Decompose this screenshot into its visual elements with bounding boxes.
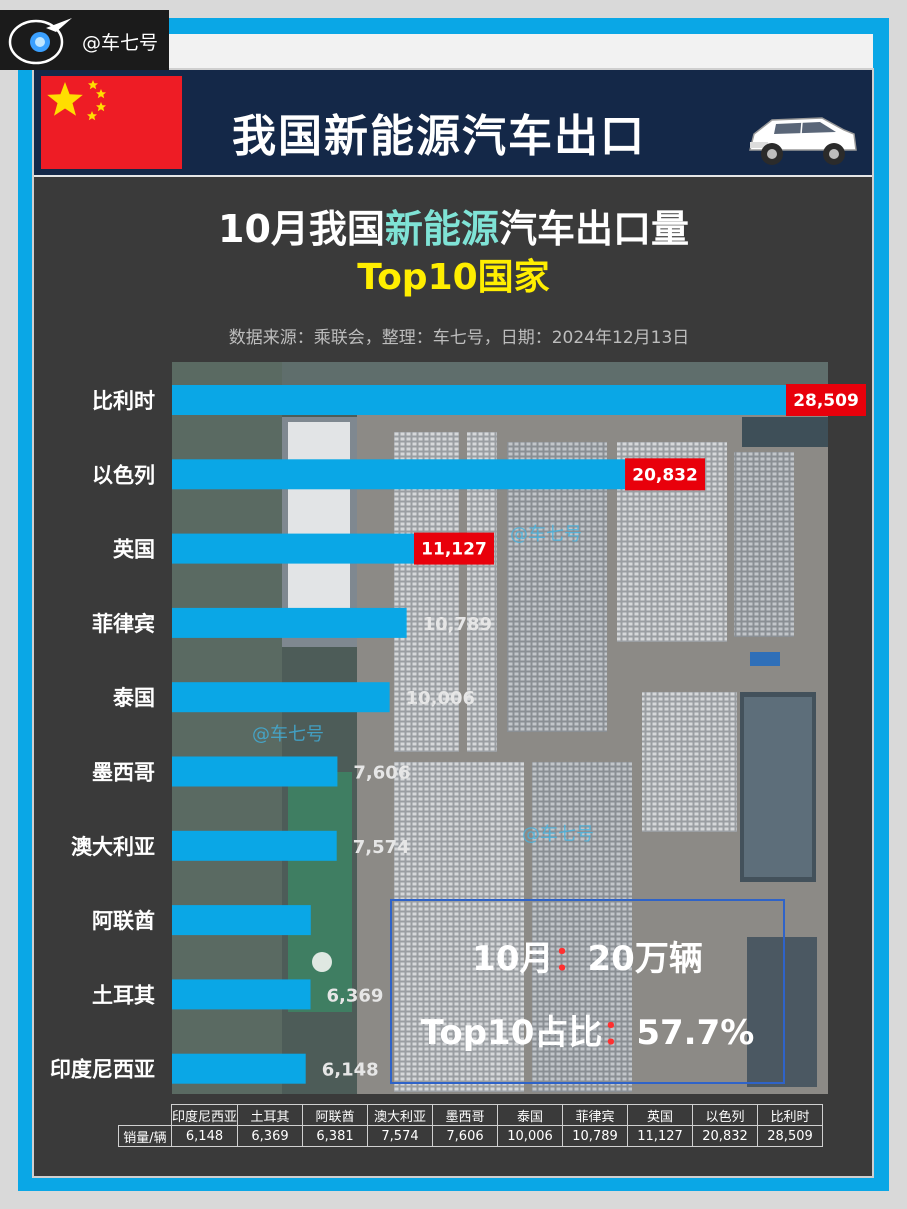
category-label: 阿联酋 bbox=[92, 909, 155, 933]
category-label: 英国 bbox=[113, 538, 155, 562]
bar-0 bbox=[172, 385, 792, 415]
summary-share-value: 57.7% bbox=[636, 1013, 755, 1053]
value-label: 6,369 bbox=[327, 985, 384, 1006]
bar-6 bbox=[172, 830, 337, 861]
summary-month-value: 20万辆 bbox=[587, 939, 703, 979]
category-label: 澳大利亚 bbox=[71, 835, 155, 859]
port-aerial-photo bbox=[172, 362, 828, 1094]
watermark-badge: @车七号 bbox=[0, 10, 169, 70]
table-cell: 7,574 bbox=[367, 1125, 434, 1147]
chart-title-part-3: 汽车出口量 bbox=[498, 207, 689, 251]
value-label-highlight bbox=[413, 532, 494, 565]
bar-1 bbox=[172, 459, 626, 490]
data-table: 印度尼西亚 土耳其 阿联酋 澳大利亚 墨西哥 泰国 菲律宾 英国 以色列 比利时… bbox=[118, 1104, 824, 1147]
category-label: 比利时 bbox=[92, 389, 155, 413]
table-row: 销量/辆 6,148 6,369 6,381 7,574 7,606 10,00… bbox=[118, 1125, 824, 1147]
category-label: 墨西哥 bbox=[92, 761, 155, 785]
table-header-row: 印度尼西亚 土耳其 阿联酋 澳大利亚 墨西哥 泰国 菲律宾 英国 以色列 比利时 bbox=[119, 1104, 824, 1126]
summary-colon-2: ： bbox=[602, 1013, 637, 1053]
watermark-overlay: @车七号 bbox=[510, 524, 582, 545]
bar-3 bbox=[172, 607, 407, 638]
watermark-overlay: @车七号 bbox=[522, 824, 594, 845]
value-label: 6,148 bbox=[322, 1060, 379, 1081]
bar-4 bbox=[172, 682, 390, 713]
table-corner bbox=[119, 1105, 172, 1126]
summary-box: 10月：20万辆 Top10占比：57.7% bbox=[390, 899, 785, 1084]
summary-colon-1: ： bbox=[553, 939, 588, 979]
bar-9 bbox=[172, 1053, 306, 1084]
chart-title-part-1: 10月我国 bbox=[218, 207, 385, 251]
value-label: 11,127 bbox=[421, 540, 487, 560]
table-cell: 28,509 bbox=[757, 1125, 824, 1147]
value-label: 10,006 bbox=[406, 688, 475, 709]
table-cell: 11,127 bbox=[627, 1125, 694, 1147]
table-cell: 20,832 bbox=[692, 1125, 759, 1147]
value-label: 7,606 bbox=[353, 763, 410, 784]
watermark-overlay: @车七号 bbox=[252, 724, 324, 745]
bar-8 bbox=[172, 979, 311, 1010]
bar-7 bbox=[172, 905, 311, 936]
watermark-logo-icon bbox=[6, 16, 74, 70]
table-cell: 10,006 bbox=[497, 1125, 564, 1147]
category-label: 印度尼西亚 bbox=[50, 1058, 155, 1082]
bar-2 bbox=[172, 533, 414, 564]
table-col-header: 以色列 bbox=[692, 1104, 759, 1126]
table-col-header: 墨西哥 bbox=[432, 1104, 499, 1126]
table-col-header: 泰国 bbox=[497, 1104, 564, 1126]
value-label-highlight bbox=[625, 458, 706, 491]
value-label-highlight bbox=[786, 384, 866, 416]
summary-line-month: 10月：20万辆 bbox=[392, 931, 783, 980]
category-label: 以色列 bbox=[92, 463, 155, 487]
data-source-note: 数据来源：乘联会，整理：车七号，日期：2024年12月13日 bbox=[228, 328, 690, 348]
suv-car-icon bbox=[744, 112, 860, 176]
chart-title: 10月我国新能源汽车出口量 bbox=[0, 198, 907, 253]
table-cell: 6,381 bbox=[302, 1125, 369, 1147]
table-cell: 6,369 bbox=[237, 1125, 304, 1147]
chart-subtitle: Top10国家 bbox=[357, 257, 550, 298]
table-col-header: 阿联酋 bbox=[302, 1104, 369, 1126]
header-divider bbox=[34, 175, 872, 177]
value-label: 28,509 bbox=[793, 391, 859, 411]
table-cell: 6,148 bbox=[170, 1125, 239, 1147]
table-col-header: 印度尼西亚 bbox=[170, 1104, 239, 1126]
value-label: 20,832 bbox=[632, 465, 698, 485]
china-flag-icon bbox=[41, 76, 182, 169]
category-label: 菲律宾 bbox=[92, 612, 155, 636]
header-title: 我国新能源汽车出口 bbox=[232, 111, 646, 162]
table-col-header: 澳大利亚 bbox=[367, 1104, 434, 1126]
table-cell: 10,789 bbox=[562, 1125, 629, 1147]
table-col-header: 英国 bbox=[627, 1104, 694, 1126]
table-col-header: 菲律宾 bbox=[562, 1104, 629, 1126]
table-cell: 7,606 bbox=[432, 1125, 499, 1147]
value-label: 7,574 bbox=[353, 837, 410, 858]
table-row-header: 销量/辆 bbox=[118, 1125, 172, 1147]
summary-line-share: Top10占比：57.7% bbox=[392, 1005, 783, 1054]
watermark-handle: @车七号 bbox=[82, 32, 159, 54]
chart-title-highlight: 新能源 bbox=[384, 207, 499, 251]
summary-share-label: Top10占比 bbox=[420, 1013, 603, 1053]
category-label: 土耳其 bbox=[92, 983, 155, 1007]
value-label: 10,789 bbox=[423, 614, 492, 635]
table-col-header: 土耳其 bbox=[237, 1104, 304, 1126]
summary-month-label: 10月 bbox=[472, 939, 554, 979]
category-label: 泰国 bbox=[112, 686, 155, 710]
bar-5 bbox=[172, 756, 338, 787]
table-col-header: 比利时 bbox=[757, 1104, 824, 1126]
